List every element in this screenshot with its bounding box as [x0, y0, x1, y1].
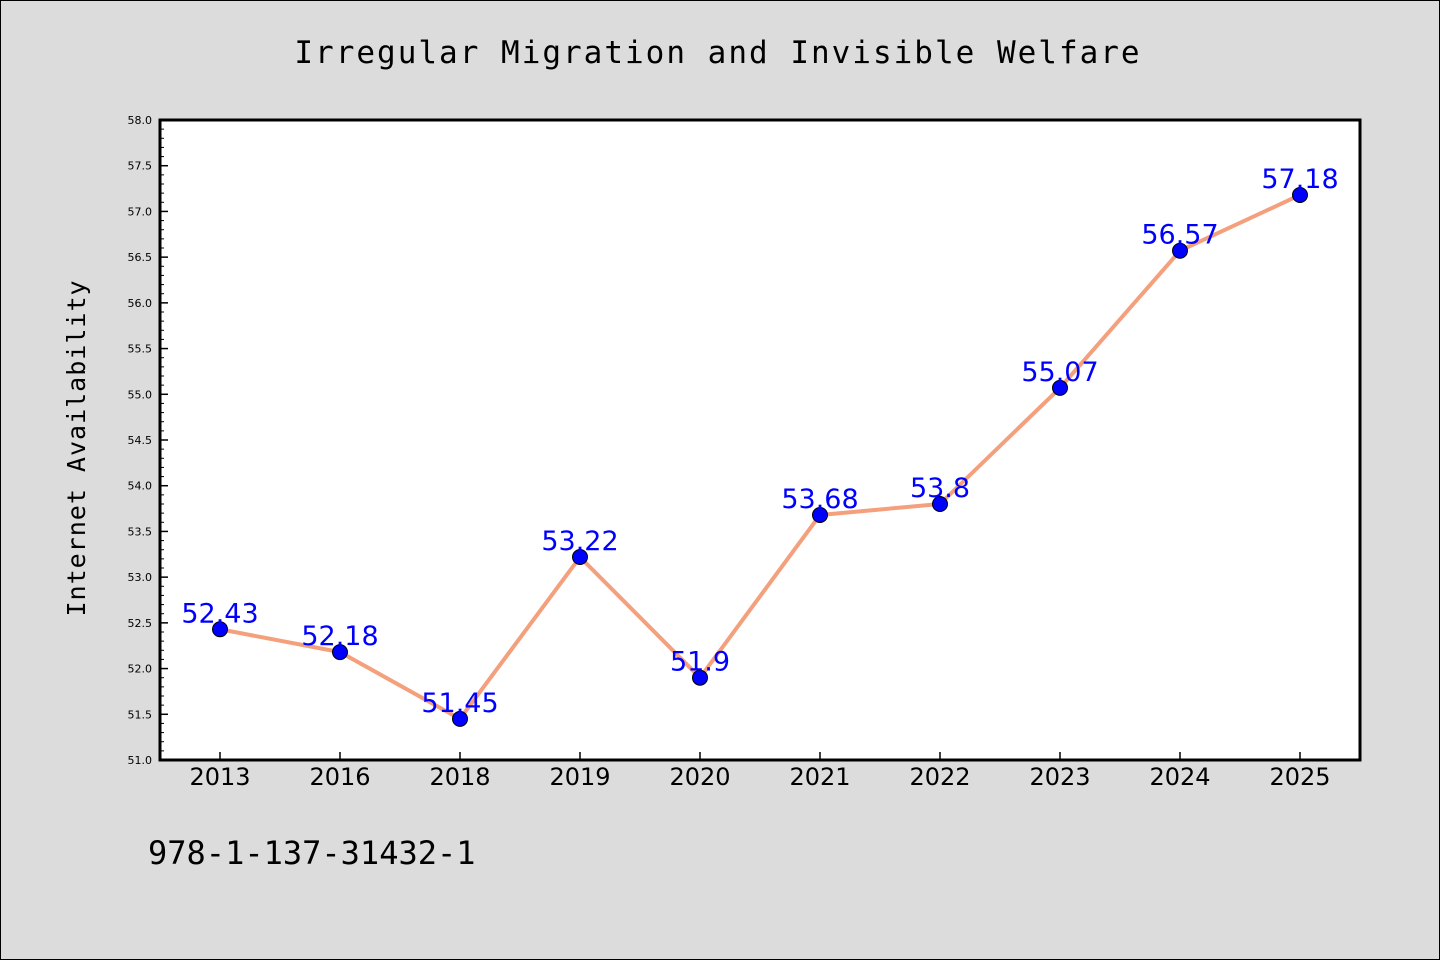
x-tick-label: 2013 [189, 763, 250, 791]
y-tick-label: 53.0 [128, 571, 153, 584]
data-label: 53.22 [541, 526, 618, 557]
series-group [212, 186, 1308, 727]
y-tick-label: 55.5 [128, 343, 153, 356]
x-tick-label: 2023 [1029, 763, 1090, 791]
x-tick-label: 2022 [909, 763, 970, 791]
isbn-annotation: 978-1-137-31432-1 [148, 834, 476, 872]
x-axis-ticks: 2013 2016 2018 2019 2020 2021 2022 2023 2024 2025 [189, 752, 1331, 791]
data-label: 51.45 [421, 688, 498, 719]
x-tick-label: 2018 [429, 763, 490, 791]
data-point [212, 621, 228, 638]
plot-area [158, 118, 1362, 762]
data-point [572, 549, 588, 566]
data-label: 51.9 [670, 647, 730, 678]
data-point [1292, 186, 1308, 203]
y-tick-label: 57.0 [128, 205, 153, 218]
data-label: 53.8 [910, 473, 970, 504]
data-point [692, 669, 708, 686]
y-tick-label: 56.5 [128, 251, 153, 264]
data-point [1052, 379, 1068, 396]
y-tick-label: 52.0 [128, 663, 153, 676]
y-tick-label: 57.5 [128, 160, 153, 173]
y-tick-label: 52.5 [128, 617, 153, 630]
data-point [452, 710, 468, 727]
y-tick-label: 54.0 [128, 480, 153, 493]
data-point [812, 506, 828, 523]
y-axis-label: Internet Availability [62, 279, 91, 616]
x-tick-label: 2024 [1149, 763, 1210, 791]
data-label-group: 52.43 52.18 51.45 53.22 51.9 53.68 53.8 55.07 56… [181, 164, 1338, 719]
data-point [332, 644, 348, 661]
x-tick-label: 2025 [1269, 763, 1330, 791]
x-tick-label: 2016 [309, 763, 370, 791]
x-tick-label: 2020 [669, 763, 730, 791]
y-tick-label: 56.0 [128, 297, 153, 310]
y-tick-label: 58.0 [128, 114, 153, 127]
data-point [1172, 242, 1188, 259]
data-label: 55.07 [1021, 357, 1098, 388]
data-point [932, 496, 948, 512]
data-label: 52.43 [181, 598, 258, 629]
y-tick-label: 53.5 [128, 525, 153, 538]
x-tick-label: 2021 [789, 763, 850, 791]
y-tick-label: 51.5 [128, 708, 153, 721]
data-label: 52.18 [301, 621, 378, 652]
chart-title: Irregular Migration and Invisible Welfar… [294, 35, 1141, 71]
y-axis-ticks: 51.0 51.5 52.0 52.5 53.0 53.5 54.0 54.5 55.0 55.5… [128, 114, 168, 767]
y-tick-label: 55.0 [128, 388, 153, 401]
data-label: 57.18 [1261, 164, 1338, 195]
series-line [218, 192, 1302, 721]
y-tick-label: 54.5 [128, 434, 153, 447]
y-tick-label: 51.0 [128, 754, 153, 767]
x-tick-label: 2019 [549, 763, 610, 791]
data-label: 56.57 [1141, 220, 1218, 251]
data-label: 53.68 [781, 484, 858, 515]
